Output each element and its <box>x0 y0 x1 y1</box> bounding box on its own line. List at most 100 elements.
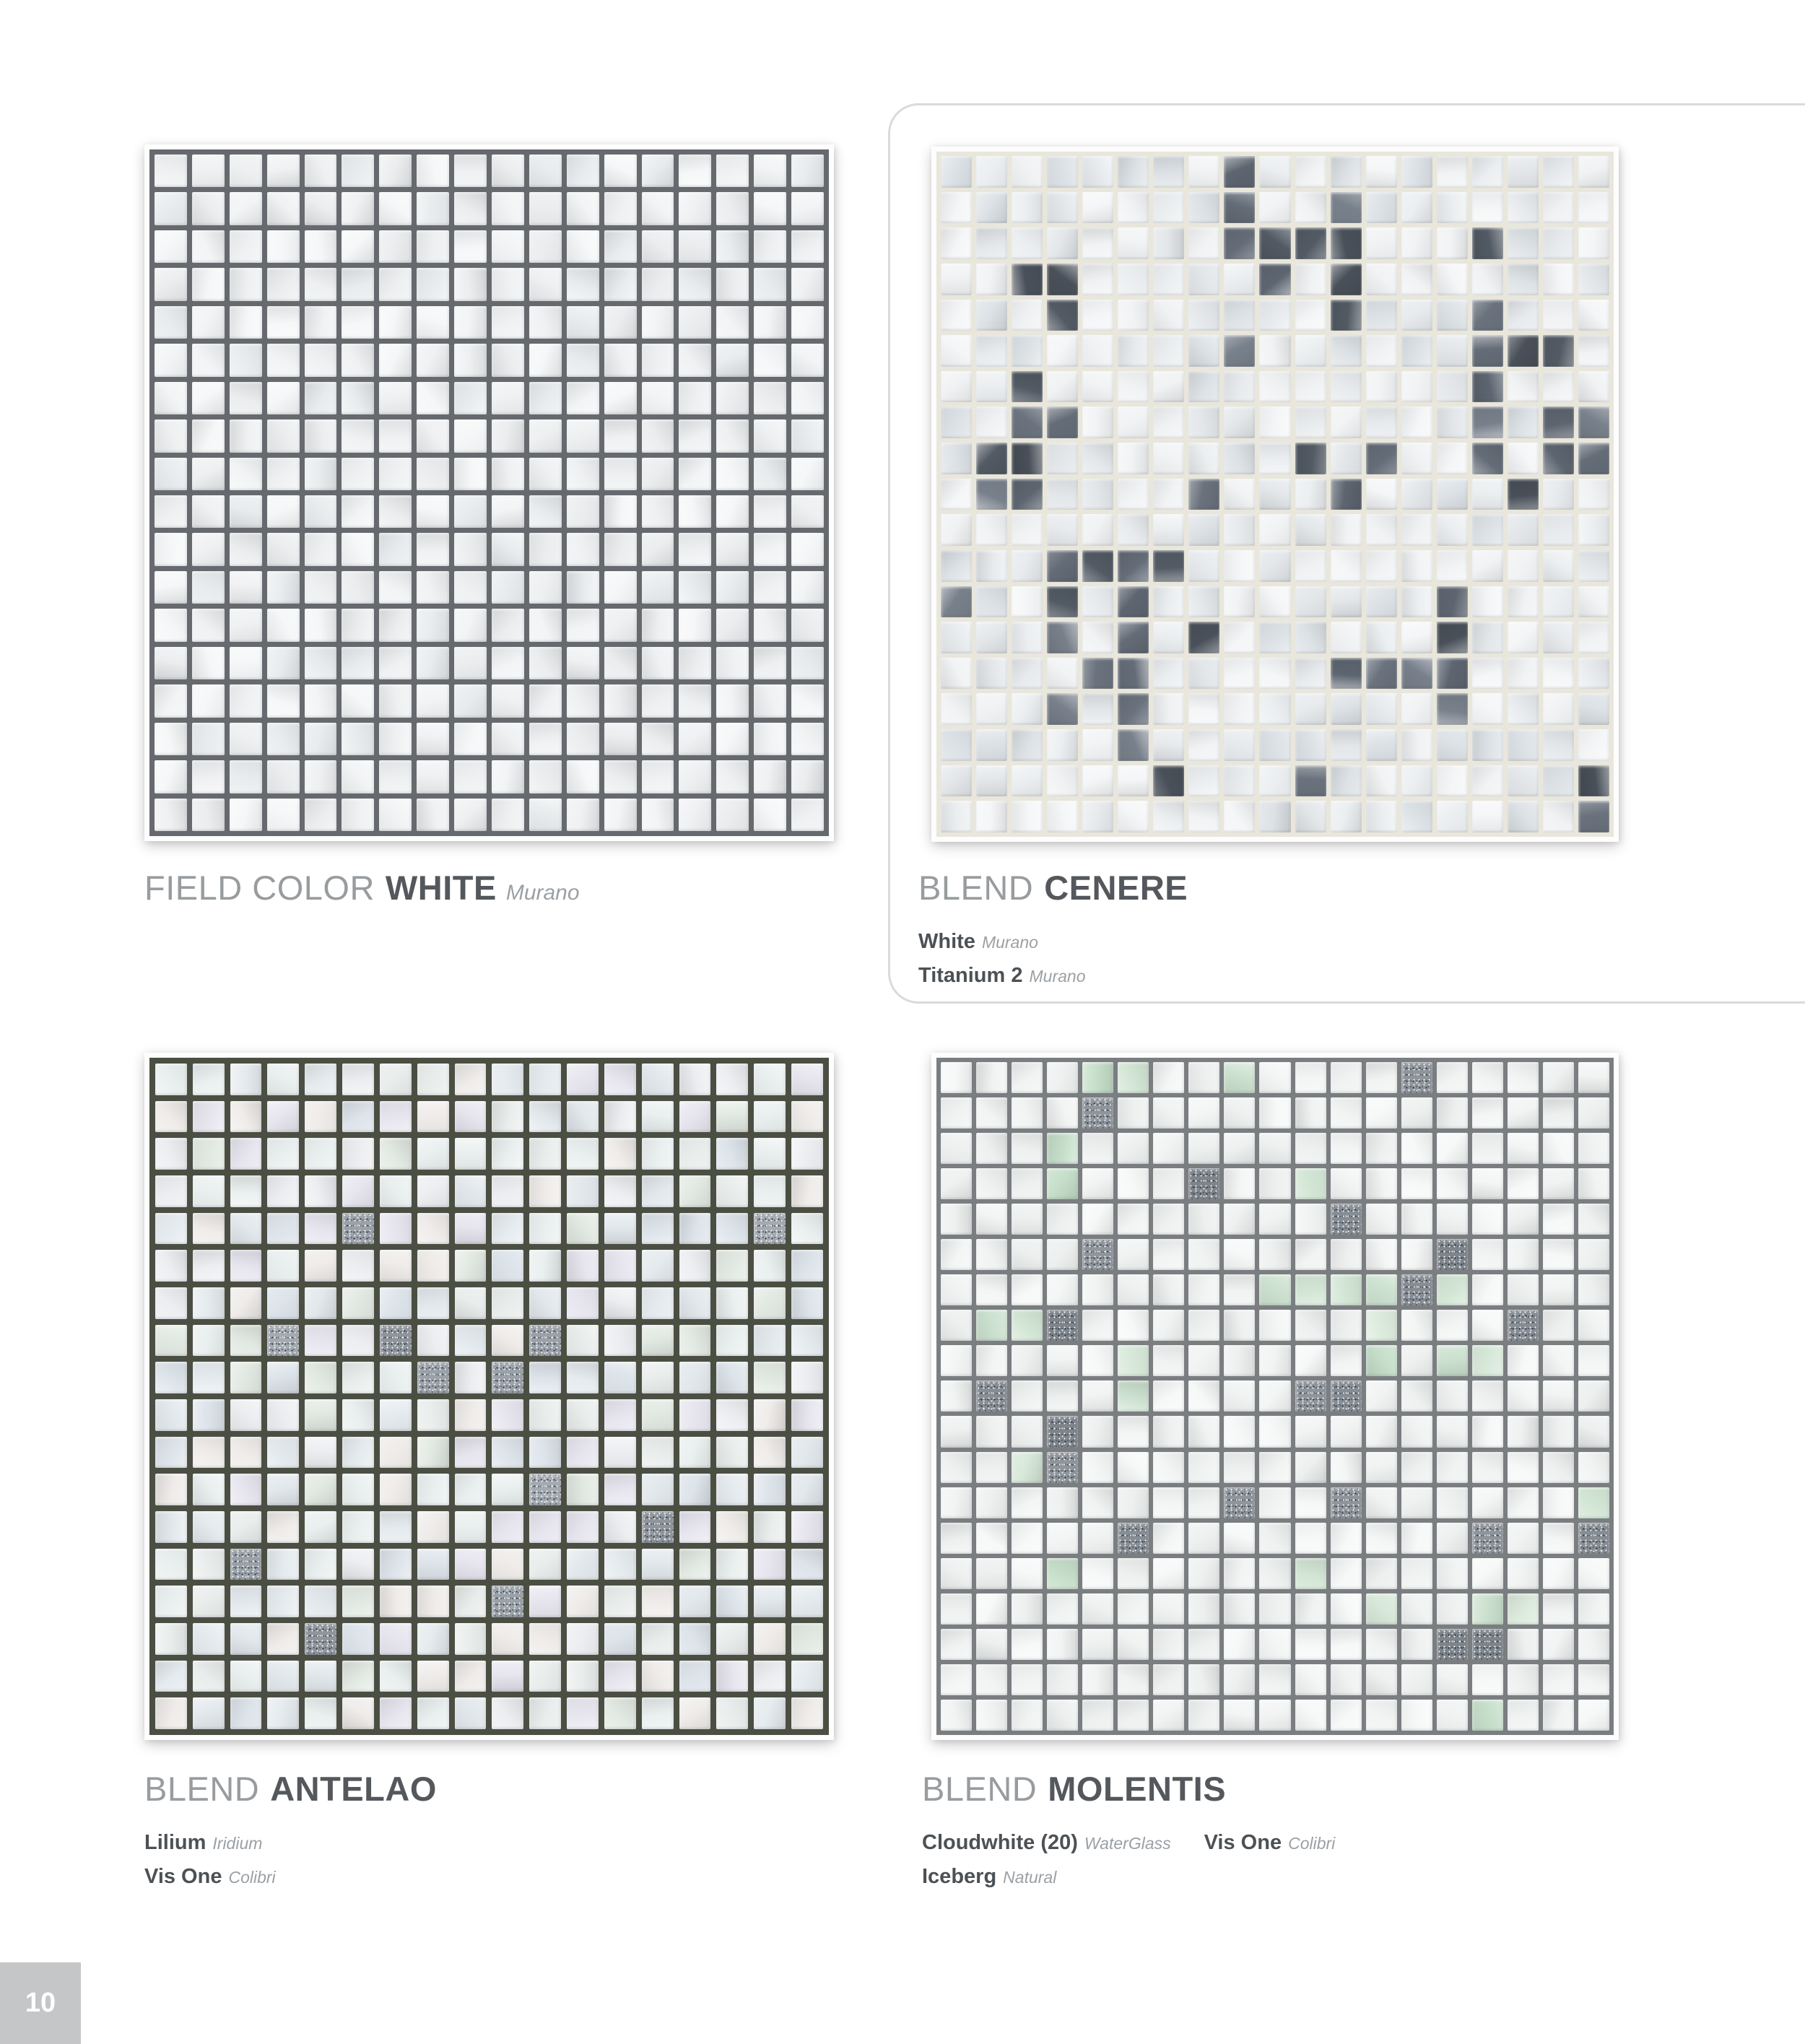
mosaic-tile-dark <box>1047 549 1079 582</box>
mosaic-tile-base <box>1542 1345 1574 1377</box>
mosaic-tile-base <box>266 684 300 718</box>
mosaic-tile-base <box>492 1287 524 1319</box>
mosaic-tile-base <box>342 609 375 642</box>
mosaic-tile-sparkle <box>230 1548 262 1580</box>
mosaic-tile-base <box>679 1660 711 1692</box>
mosaic-tile-base <box>791 419 824 453</box>
mosaic-tile-base <box>192 1362 225 1393</box>
mosaic-tile-dark <box>1436 657 1468 690</box>
mosaic-tile-base <box>529 1138 562 1170</box>
mosaic-tile-base <box>754 1660 786 1692</box>
mosaic-tile-base <box>1330 443 1362 474</box>
mosaic-tile-base <box>791 1212 823 1245</box>
mosaic-tile-base <box>976 1487 1008 1518</box>
mosaic-tile-base <box>1259 1664 1291 1695</box>
mosaic-tile-base <box>267 1362 300 1393</box>
mosaic-tile-base <box>192 1622 225 1655</box>
mosaic-tile-base <box>266 419 300 453</box>
mosaic-tile-base <box>716 760 749 793</box>
mosaic-tile-base <box>267 1175 300 1207</box>
mosaic-tile-base <box>679 381 712 415</box>
mosaic-tile-base <box>1012 1097 1043 1129</box>
mosaic-tile-base <box>1082 1168 1114 1200</box>
mosaic-tile-base <box>1188 406 1220 438</box>
mosaic-tile-base <box>566 722 599 756</box>
mosaic-tile-base <box>1295 299 1326 331</box>
mosaic-tile-base <box>679 760 712 793</box>
mosaic-tile-base <box>976 1664 1008 1695</box>
component-line: Cloudwhite (20) WaterGlass Vis One Colibri <box>922 1827 1335 1861</box>
mosaic-tile-base <box>266 570 300 604</box>
mosaic-tile-base <box>230 1399 262 1431</box>
mosaic-tile-base <box>379 268 412 301</box>
mosaic-tile-base <box>1082 586 1114 618</box>
mosaic-tile-base <box>1471 263 1503 295</box>
mosaic-tile-base <box>1542 1239 1574 1271</box>
title-prefix: BLEND <box>918 869 1034 907</box>
mosaic-tile-base <box>976 1416 1008 1448</box>
mosaic-tile-sparkle <box>1082 1239 1114 1271</box>
mosaic-tile-base <box>1224 443 1256 474</box>
mosaic-tile-base <box>1365 478 1397 510</box>
mosaic-tile-base <box>1365 1628 1397 1660</box>
mosaic-tile-base <box>791 1548 823 1580</box>
mosaic-tile-base <box>641 1436 674 1469</box>
mosaic-tile-base <box>1436 478 1468 510</box>
mosaic-tile-base <box>1153 1239 1185 1271</box>
mosaic-tile-base <box>267 1697 300 1729</box>
mosaic-tile-base <box>1224 1239 1256 1271</box>
mosaic-tile-base <box>379 230 412 264</box>
mosaic-tile-base <box>304 155 337 188</box>
component-list: Cloudwhite (20) WaterGlass Vis One Colibri … <box>922 1827 1335 1895</box>
mosaic-tile-base <box>567 1548 599 1580</box>
mosaic-tile-base <box>791 533 824 566</box>
mosaic-tile-dark <box>1188 478 1220 510</box>
mosaic-tile-mint <box>1047 1557 1079 1589</box>
mosaic-tile-sparkle <box>1224 1487 1256 1518</box>
mosaic-tile-base <box>1224 514 1256 546</box>
mosaic-tile-base <box>716 1138 749 1170</box>
mosaic-tile-base <box>1224 1628 1256 1660</box>
component-variant: WaterGlass <box>1084 1834 1171 1853</box>
mosaic-tile-base <box>1118 765 1149 797</box>
mosaic-tile-base <box>417 1287 449 1319</box>
mosaic-tile-base <box>229 268 262 301</box>
mosaic-tile-base <box>1436 1699 1468 1731</box>
mosaic-tile-base <box>379 722 412 756</box>
mosaic-tile-base <box>1365 1168 1397 1200</box>
mosaic-tile-base <box>1507 1097 1539 1129</box>
mosaic-tile-base <box>379 1399 412 1431</box>
mosaic-tile-base <box>1082 1310 1114 1341</box>
mosaic-tile-base <box>267 1399 300 1431</box>
mosaic-tile-base <box>304 495 337 529</box>
mosaic-tile-base <box>1542 1557 1574 1589</box>
mosaic-tile-base <box>976 1239 1008 1271</box>
mosaic-tile-base <box>716 1250 749 1282</box>
mosaic-tile-base <box>305 1399 337 1431</box>
mosaic-tile-base <box>976 1168 1008 1200</box>
mosaic-tile-base <box>1118 1133 1149 1165</box>
mosaic-tile-base <box>716 1324 749 1357</box>
mosaic-tile-base <box>1188 1133 1220 1165</box>
mosaic-tile-base <box>1082 299 1114 331</box>
mosaic-tile-base <box>716 1399 749 1431</box>
mosaic-tile-base <box>1118 335 1149 367</box>
mosaic-tile-base <box>641 1548 674 1580</box>
mosaic-tile-base <box>976 263 1008 295</box>
mosaic-tile-base <box>566 609 599 642</box>
mosaic-tile-base <box>1330 1557 1362 1589</box>
mosaic-tile-base <box>1330 693 1362 726</box>
mosaic-tile-base <box>604 1436 636 1469</box>
mosaic-tile-base <box>1188 1416 1220 1448</box>
mosaic-tile-base <box>1082 1380 1114 1412</box>
mosaic-tile-base <box>529 344 562 377</box>
mosaic-tile-base <box>1295 1133 1326 1165</box>
mosaic-tile-base <box>1578 693 1609 726</box>
mosaic-tile-base <box>454 722 487 756</box>
mosaic-tile-base <box>1012 1557 1043 1589</box>
mosaic-tile-base <box>1047 1380 1079 1412</box>
mosaic-tile-base <box>417 457 450 490</box>
mosaic-tile-base <box>1330 1097 1362 1129</box>
mosaic-tile-base <box>1295 406 1326 438</box>
mosaic-tile-base <box>1012 299 1043 331</box>
